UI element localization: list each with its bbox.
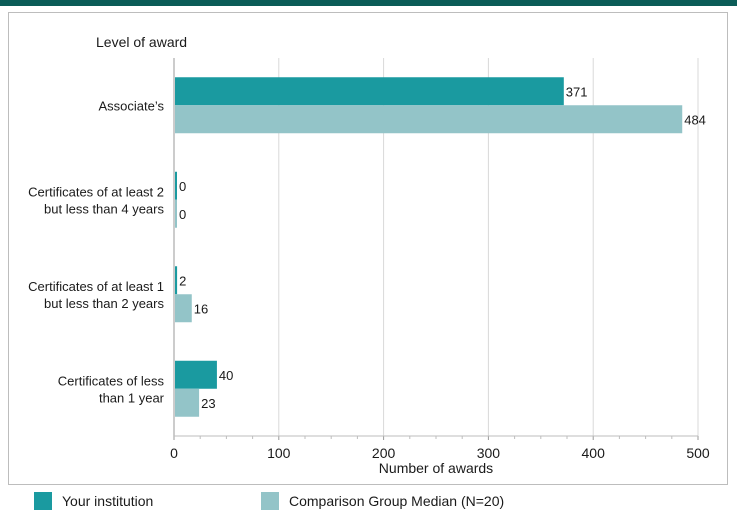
category-labels: Associate’s Certificates of at least 2 but… bbox=[28, 98, 165, 405]
bars bbox=[175, 77, 683, 417]
legend: Your institution Comparison Group Median… bbox=[0, 488, 737, 516]
x-tick-label: 400 bbox=[582, 445, 606, 461]
data-label: 23 bbox=[201, 396, 215, 411]
data-label: 2 bbox=[179, 273, 186, 288]
value-labels: 371 484 0 0 2 16 40 23 bbox=[179, 84, 706, 411]
category-label: but less than 2 years bbox=[44, 296, 164, 311]
legend-swatch-comparison-median bbox=[261, 492, 279, 510]
bar-comparison-median bbox=[175, 294, 192, 323]
x-tick-label: 300 bbox=[477, 445, 501, 461]
bar-your-institution bbox=[175, 77, 564, 106]
data-label: 40 bbox=[219, 368, 233, 383]
bar-comparison-median bbox=[175, 199, 177, 228]
category-label: but less than 4 years bbox=[44, 201, 164, 216]
data-label: 0 bbox=[179, 207, 186, 222]
legend-label-your-institution: Your institution bbox=[62, 493, 154, 509]
category-label: than 1 year bbox=[99, 390, 165, 405]
bar-your-institution bbox=[175, 360, 217, 389]
data-label: 371 bbox=[566, 84, 588, 99]
legend-swatch-your-institution bbox=[34, 492, 52, 510]
bar-your-institution bbox=[175, 266, 178, 295]
bar-comparison-median bbox=[175, 388, 200, 417]
category-label: Certificates of less bbox=[58, 373, 165, 388]
x-axis-label: Number of awards bbox=[379, 460, 493, 476]
x-tick-label: 0 bbox=[170, 445, 178, 461]
category-label: Certificates of at least 2 bbox=[28, 184, 164, 199]
bar-your-institution bbox=[175, 171, 177, 200]
chart-title: Level of award bbox=[96, 34, 187, 50]
legend-item-your-institution: Your institution bbox=[34, 492, 153, 510]
category-label: Certificates of at least 1 bbox=[28, 279, 164, 294]
top-accent-bar bbox=[0, 0, 737, 6]
x-tick-labels: 0 100 200 300 400 500 bbox=[170, 445, 710, 461]
data-label: 0 bbox=[179, 179, 186, 194]
legend-label-comparison-median: Comparison Group Median (N=20) bbox=[289, 493, 505, 509]
bar-comparison-median bbox=[175, 105, 683, 134]
legend-item-comparison-median: Comparison Group Median (N=20) bbox=[261, 492, 504, 510]
x-tick-label: 500 bbox=[686, 445, 710, 461]
data-label: 16 bbox=[194, 301, 208, 316]
x-tick-label: 100 bbox=[267, 445, 291, 461]
category-label: Associate’s bbox=[98, 98, 164, 113]
data-label: 484 bbox=[684, 112, 706, 127]
x-tick-label: 200 bbox=[372, 445, 396, 461]
